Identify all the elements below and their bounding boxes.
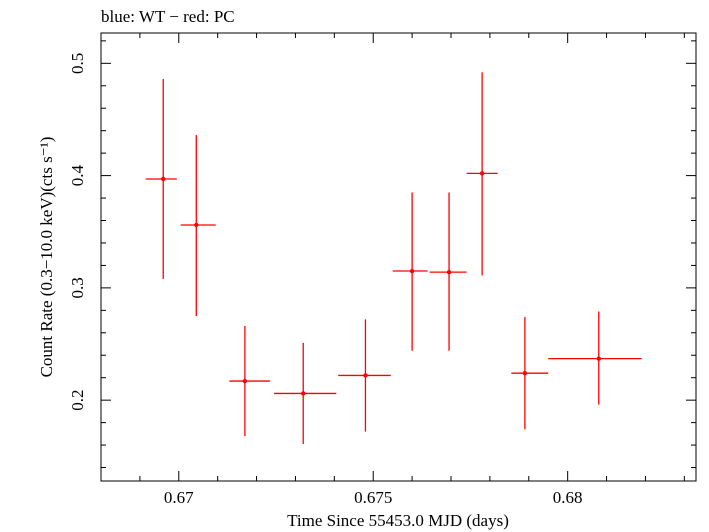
data-point [338,319,391,432]
y-axis-label: Count Rate (0.3−10.0 keV)(cts s⁻¹) [37,137,56,378]
x-tick-label: 0.68 [553,488,583,507]
data-point [274,342,337,444]
x-tick-label: 0.675 [354,488,392,507]
point-marker [446,269,452,275]
data-points [145,72,642,444]
point-marker [301,391,306,396]
y-axis: 0.2 0.3 0.4 0.5 [68,40,696,469]
x-axis-label: Time Since 55453.0 MJD (days) [287,511,509,530]
data-point [180,135,216,316]
point-marker [479,171,485,176]
x-axis: 0.67 0.675 0.68 [100,33,685,507]
point-marker [596,356,601,361]
y-tick-label: 0.3 [68,277,87,298]
data-point [429,192,467,351]
data-point [392,192,428,351]
data-point [229,326,271,437]
plot-frame [100,32,697,482]
y-tick-label: 0.5 [68,53,87,74]
y-tick-label: 0.2 [68,390,87,411]
point-marker [409,268,415,274]
data-point [511,317,549,430]
point-marker [522,371,528,376]
chart-title: blue: WT − red: PC [101,7,235,26]
point-marker [161,176,166,182]
x-tick-label: 0.67 [164,488,194,507]
data-point [466,72,498,276]
data-point [145,79,177,279]
point-marker [242,378,248,384]
point-marker [363,373,368,378]
data-point [548,311,642,405]
y-tick-label: 0.4 [68,164,87,186]
point-marker [194,222,199,228]
